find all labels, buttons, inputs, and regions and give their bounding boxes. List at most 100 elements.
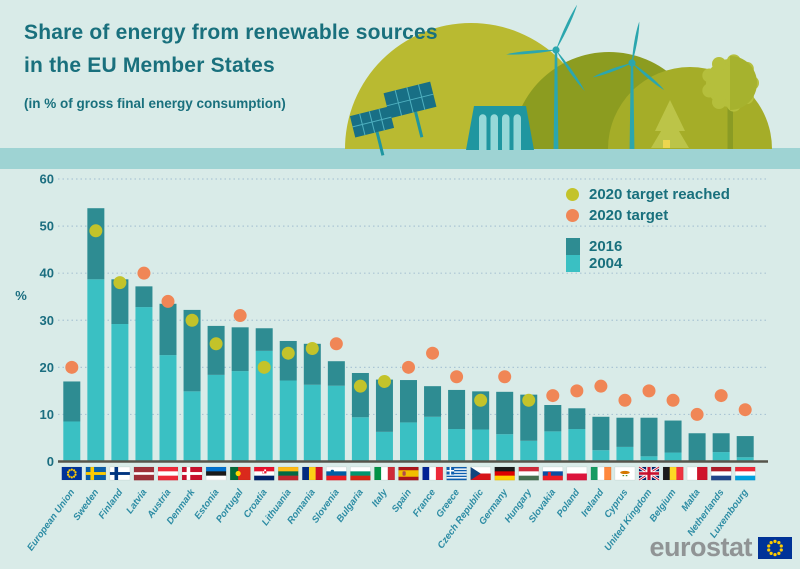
target-dot-malta bbox=[690, 407, 704, 421]
target-dot-slovakia bbox=[546, 389, 560, 403]
flag-icon-latvia bbox=[133, 466, 155, 481]
bar-portugal bbox=[231, 327, 249, 462]
y-tick-label: 20 bbox=[40, 360, 54, 375]
bar-2016-segment bbox=[664, 420, 682, 453]
target-dot-belgium bbox=[666, 393, 680, 407]
flag-icon-netherlands bbox=[710, 466, 732, 481]
country-label-european-union: European Union bbox=[25, 487, 77, 553]
bar-2004-segment bbox=[712, 452, 730, 462]
y-tick-label: 10 bbox=[40, 407, 54, 422]
bar-2016-segment bbox=[231, 327, 249, 372]
eu-flag-icon bbox=[758, 536, 792, 559]
bar-2016-segment bbox=[736, 436, 754, 458]
flag-icon-portugal bbox=[229, 466, 251, 481]
bar-2004-segment bbox=[183, 391, 201, 462]
bar-greece bbox=[448, 389, 466, 462]
bar-2004-segment bbox=[111, 324, 129, 462]
legend-label: 2020 target bbox=[589, 207, 669, 224]
target-dot-cyprus bbox=[618, 393, 632, 407]
target-dot-sweden bbox=[89, 224, 103, 238]
flag-icon-romania bbox=[302, 466, 323, 481]
flag-icon-ireland bbox=[590, 466, 612, 481]
target-reached-dot-icon bbox=[566, 188, 579, 201]
page-title: Share of energy from renewable sources i… bbox=[24, 16, 438, 82]
flag-icon-european-union bbox=[61, 466, 83, 481]
bar-2016-segment bbox=[568, 408, 586, 430]
target-dot-greece bbox=[450, 370, 464, 384]
hydro-dam-icon bbox=[466, 106, 534, 150]
flag-icon-slovakia bbox=[542, 466, 564, 481]
target-dot-lithuania bbox=[281, 346, 295, 360]
bar-2004-segment bbox=[279, 380, 297, 462]
bar-2016-segment bbox=[351, 372, 369, 418]
bar-croatia bbox=[255, 328, 273, 462]
bar-2004-segment bbox=[63, 421, 81, 462]
y-tick-label: 60 bbox=[40, 172, 54, 187]
bar-hungary bbox=[520, 394, 538, 462]
eurostat-logo: eurostat bbox=[649, 532, 792, 563]
country-label-malta: Malta bbox=[679, 487, 702, 513]
legend-label-2004: 2004 bbox=[589, 255, 623, 272]
bar-belgium bbox=[664, 420, 682, 462]
flag-icon-germany bbox=[494, 466, 515, 481]
bar-ireland bbox=[592, 416, 610, 462]
bar-european-union bbox=[63, 381, 81, 462]
bar-italy bbox=[375, 379, 393, 462]
bar-2016-segment bbox=[592, 416, 610, 451]
bar-2004-segment bbox=[135, 307, 153, 462]
target-dot-italy bbox=[377, 374, 391, 388]
flag-icon-finland bbox=[109, 466, 131, 481]
bar-2004-segment bbox=[616, 446, 634, 462]
bar-poland bbox=[568, 408, 586, 462]
bar-2016-segment bbox=[111, 279, 129, 325]
bar-2016-segment bbox=[616, 417, 634, 447]
solar-panel-icon bbox=[349, 106, 395, 156]
bar-2004-segment bbox=[544, 431, 562, 462]
bar-france bbox=[424, 386, 442, 462]
bar-2004-segment bbox=[87, 279, 105, 462]
bar-2016-segment bbox=[520, 394, 538, 441]
bar-2004-segment bbox=[159, 355, 177, 462]
door-icon bbox=[663, 140, 670, 148]
bar-estonia bbox=[207, 325, 225, 462]
bar-2004-segment bbox=[231, 371, 249, 462]
bar-2016-segment bbox=[448, 389, 466, 430]
bar-2016-segment bbox=[63, 381, 81, 422]
country-label-spain: Spain bbox=[390, 487, 414, 515]
tree-icon bbox=[702, 54, 759, 149]
bar-2004-segment bbox=[424, 416, 442, 462]
wind-turbine-icon bbox=[592, 21, 665, 149]
bar-2004-segment bbox=[400, 422, 417, 462]
bar-2016-segment bbox=[496, 391, 514, 435]
bar-netherlands bbox=[712, 433, 730, 462]
flag-icon-czech-republic bbox=[470, 466, 491, 481]
bar-2004-segment bbox=[448, 429, 466, 462]
flag-icon-belgium bbox=[662, 466, 684, 481]
title-line-1: Share of energy from renewable sources bbox=[24, 21, 438, 44]
bar-finland bbox=[111, 279, 129, 462]
flag-icon-croatia bbox=[253, 466, 275, 481]
ground-band bbox=[0, 148, 800, 169]
flag-icon-greece bbox=[446, 466, 467, 481]
legend-item-series: 2016 2004 bbox=[566, 238, 730, 272]
bar-cyprus bbox=[616, 417, 634, 462]
target-dot-estonia bbox=[209, 337, 223, 351]
country-flags bbox=[61, 465, 756, 482]
bar-2004-segment bbox=[375, 431, 393, 462]
bar-austria bbox=[159, 303, 177, 462]
country-label-poland: Poland bbox=[555, 487, 583, 519]
flag-icon-estonia bbox=[205, 466, 227, 481]
bar-2004-segment bbox=[568, 429, 586, 462]
bar-slovakia bbox=[544, 405, 562, 462]
target-dot-ireland bbox=[594, 379, 608, 393]
eurostat-wordmark: eurostat bbox=[649, 532, 752, 562]
target-dot-bulgaria bbox=[353, 379, 367, 393]
bar-2004-segment bbox=[327, 385, 345, 462]
target-dot-european-union bbox=[65, 360, 79, 374]
bar-spain bbox=[400, 380, 417, 462]
country-label-italy: Italy bbox=[370, 487, 390, 509]
bar-2004-segment bbox=[640, 456, 658, 462]
target-dot-finland bbox=[113, 276, 127, 290]
bar-2016-segment bbox=[640, 417, 658, 457]
